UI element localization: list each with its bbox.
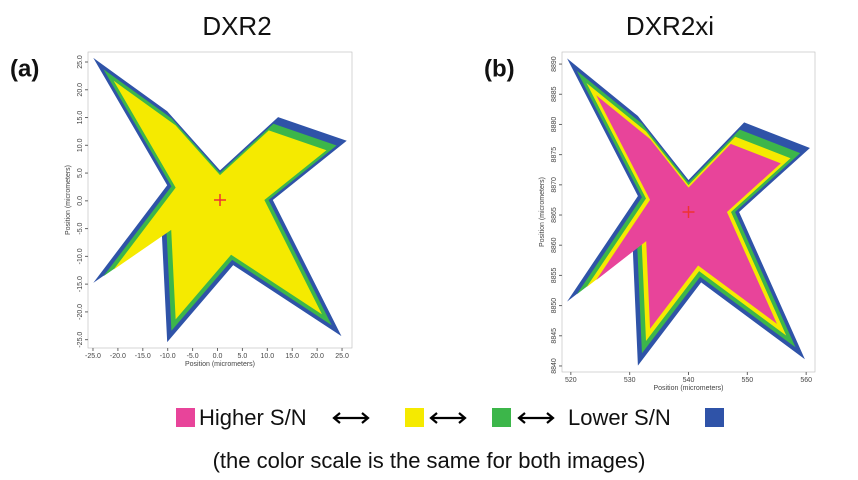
x-tick-label: -25.0 [85,353,101,360]
y-tick-label: -5.0 [77,222,84,234]
x-tick-label: -15.0 [135,353,151,360]
x-tick-label: 5.0 [238,353,248,360]
y-tick-label: 8860 [551,237,558,253]
x-tick-label: -10.0 [160,353,176,360]
x-tick-label: 560 [800,377,812,384]
x-axis-label: Position (micrometers) [653,385,723,392]
y-tick-label: 8890 [551,56,558,72]
legend-swatch [405,408,424,427]
x-tick-label: -5.0 [187,353,199,360]
y-tick-label: -10.0 [77,248,84,264]
y-tick-label: 25.0 [77,55,84,69]
legend-arrow [431,413,465,423]
caption: (the color scale is the same for both im… [213,448,646,473]
y-tick-label: -20.0 [77,304,84,320]
x-tick-label: 10.0 [261,353,275,360]
y-tick-label: 8840 [551,358,558,374]
y-tick-label: 10.0 [77,138,84,152]
y-tick-label: 8855 [551,268,558,284]
y-tick-label: -15.0 [77,276,84,292]
legend-label: Lower S/N [568,405,671,430]
panel-label: (b) [484,55,515,82]
y-axis-label: Position (micrometers) [65,165,72,235]
legend-label: Higher S/N [199,405,307,430]
y-tick-label: 8850 [551,298,558,314]
y-tick-label: 8880 [551,117,558,133]
x-tick-label: 20.0 [310,353,324,360]
y-tick-label: 8865 [551,207,558,223]
x-tick-label: 520 [565,377,577,384]
figure: (the color scale is the same for both im… [0,0,858,480]
y-tick-label: 5.0 [77,168,84,178]
panel-title: DXR2xi [626,11,714,41]
x-tick-label: 15.0 [285,353,299,360]
x-tick-label: -20.0 [110,353,126,360]
legend-swatch [705,408,724,427]
y-tick-label: -25.0 [77,332,84,348]
x-tick-label: 0.0 [213,353,223,360]
legend-swatch [176,408,195,427]
x-axis-label: Position (micrometers) [185,361,255,368]
panel-label: (a) [10,55,39,82]
y-tick-label: 20.0 [77,83,84,97]
legend-arrow [334,413,368,423]
y-tick-label: 8845 [551,328,558,344]
legend-arrow [519,413,553,423]
y-tick-label: 8885 [551,86,558,102]
legend-swatch [492,408,511,427]
x-tick-label: 25.0 [335,353,349,360]
y-tick-label: 8875 [551,147,558,163]
panel-title: DXR2 [202,11,271,41]
y-tick-label: 8870 [551,177,558,193]
x-tick-label: 540 [683,377,695,384]
x-tick-label: 530 [624,377,636,384]
y-tick-label: 15.0 [77,111,84,125]
y-tick-label: 0.0 [77,196,84,206]
x-tick-label: 550 [741,377,753,384]
y-axis-label: Position (micrometers) [539,177,546,247]
